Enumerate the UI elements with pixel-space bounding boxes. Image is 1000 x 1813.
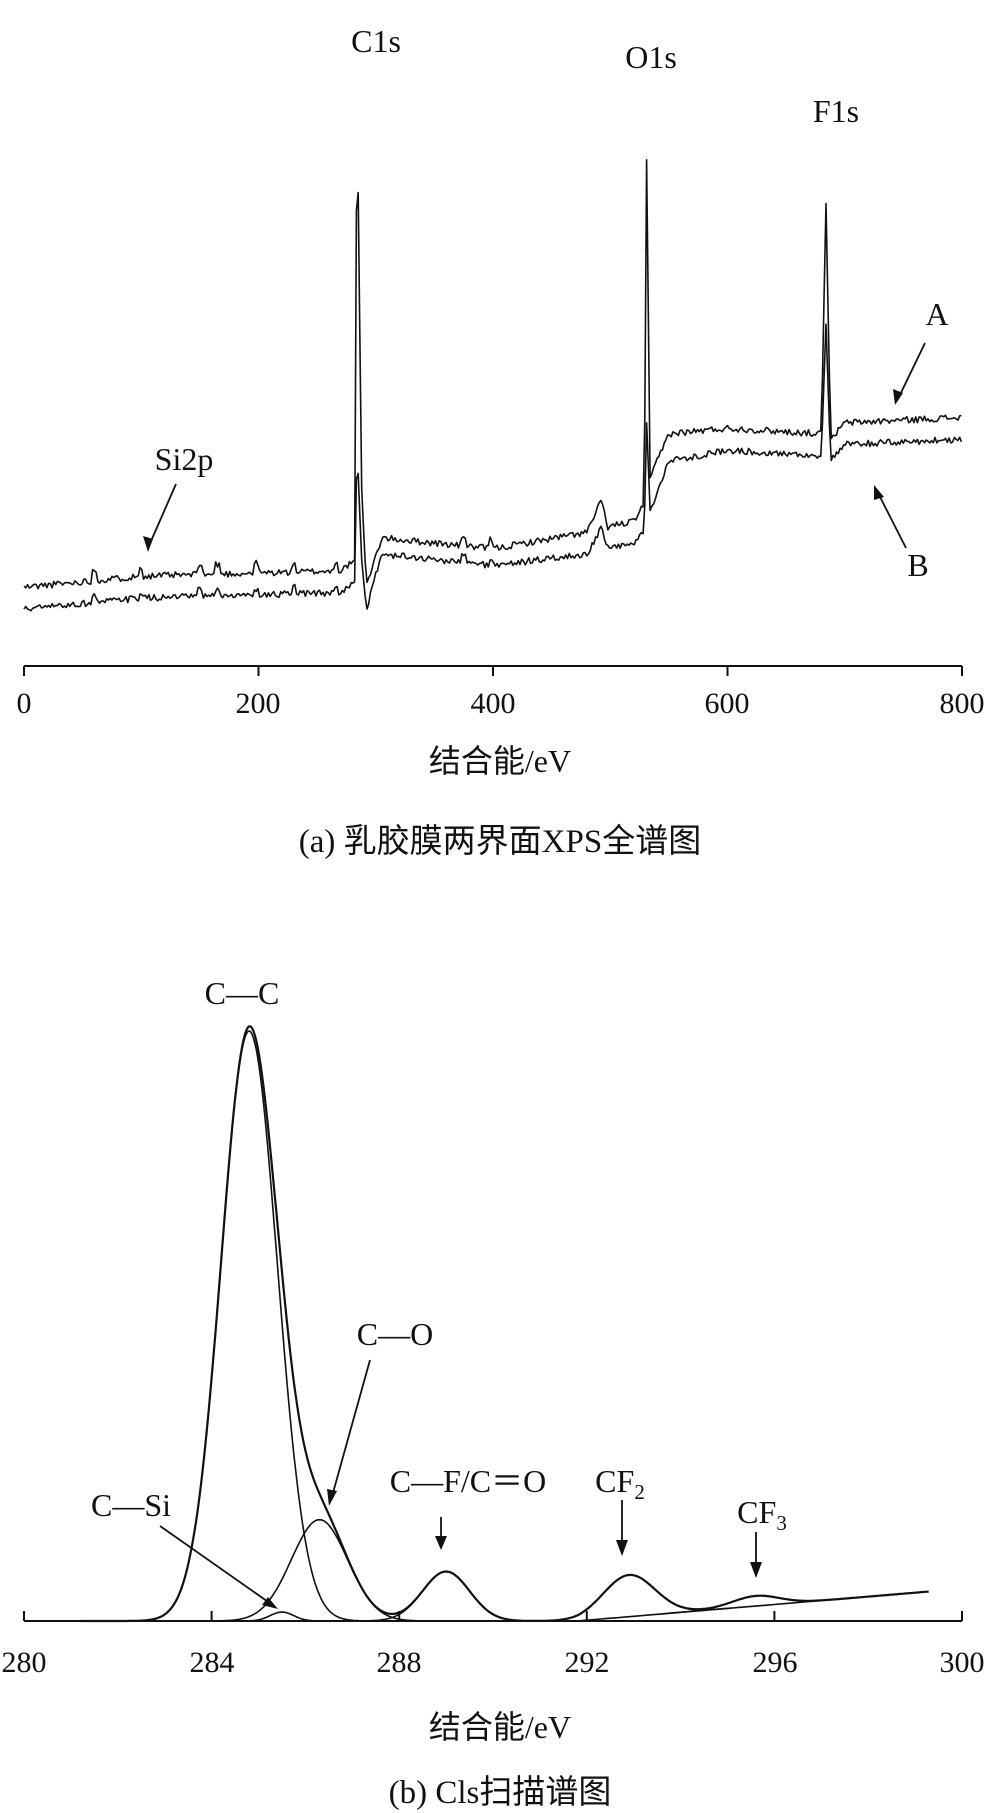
component-label-csi: C—Si	[91, 1487, 171, 1523]
series-b-line	[23, 323, 963, 612]
cf2-subscript: 2	[634, 1480, 645, 1504]
series-a-arrow-shaft	[896, 342, 926, 402]
cf2-base: CF	[595, 1463, 634, 1499]
panel-a-series	[23, 159, 963, 612]
panel-b-tick-label: 296	[753, 1646, 798, 1679]
si2p-arrow-shaft	[147, 483, 177, 549]
panel-b-x-axis-label: 结合能/eV	[429, 1709, 571, 1745]
cf3-subscript: 3	[776, 1511, 787, 1535]
panel-a-tick-label: 200	[236, 687, 281, 720]
panel-b-tick-label: 292	[565, 1646, 610, 1679]
co-arrow-head	[327, 1489, 337, 1506]
series-label-a: A	[925, 296, 948, 332]
envelope-curve	[80, 1025, 929, 1623]
peak-label-o1s: O1s	[625, 39, 677, 75]
series-a-arrow-head	[893, 389, 903, 405]
series-label-b: B	[907, 547, 928, 583]
cf3-arrow-head	[750, 1562, 762, 1578]
component-peak-4	[525, 1574, 732, 1622]
peak-label-si2p: Si2p	[155, 441, 214, 477]
panel-a-caption: (a) 乳胶膜两界面XPS全谱图	[299, 823, 701, 860]
panel-b-tick-label: 284	[190, 1646, 235, 1679]
peak-label-f1s: F1s	[813, 93, 859, 129]
panel-b-components	[80, 1025, 929, 1623]
component-peak-3	[352, 1570, 540, 1622]
panel-a-tick-label: 400	[471, 687, 516, 720]
panel-b: 280 284 288 292 296 300 结合能/eV (b) Cls扫描…	[2, 975, 985, 1811]
cf-co-arrow-head	[435, 1536, 447, 1550]
peak-label-c1s: C1s	[351, 23, 401, 59]
panel-a-x-axis-label: 结合能/eV	[429, 743, 571, 779]
component-label-cf-co: C—F/C＝O	[390, 1463, 547, 1499]
component-peak-1	[206, 1518, 432, 1622]
background-line	[577, 1591, 925, 1622]
panel-b-ticks	[23, 1611, 963, 1621]
component-label-co: C—O	[357, 1316, 433, 1352]
component-label-cf3: CF3	[737, 1494, 787, 1535]
panel-b-tick-label: 280	[2, 1646, 47, 1679]
cf3-base: CF	[737, 1494, 776, 1530]
series-b-arrow-head	[874, 485, 884, 500]
si2p-arrow-head	[143, 536, 153, 552]
component-label-cc: C—C	[205, 975, 280, 1011]
panel-b-tick-label: 288	[377, 1646, 422, 1679]
panel-b-tick-label: 300	[940, 1646, 985, 1679]
co-arrow-shaft	[330, 1359, 371, 1501]
panel-a-tick-label: 800	[940, 687, 985, 720]
series-b-arrow-shaft	[875, 488, 907, 549]
panel-a-tick-label: 0	[17, 687, 32, 720]
cf2-arrow-head	[616, 1540, 628, 1556]
panel-b-caption: (b) Cls扫描谱图	[389, 1774, 612, 1811]
csi-arrow-head	[262, 1597, 278, 1609]
csi-arrow-shaft	[159, 1525, 275, 1607]
panel-a-tick-label: 600	[705, 687, 750, 720]
panel-a-ticks	[23, 666, 963, 676]
panel-a: 0 200 400 600 800 结合能/eV (a) 乳胶膜两界面XPS全谱…	[17, 23, 985, 860]
component-label-cf2: CF2	[595, 1463, 645, 1504]
series-a-line	[23, 159, 962, 590]
